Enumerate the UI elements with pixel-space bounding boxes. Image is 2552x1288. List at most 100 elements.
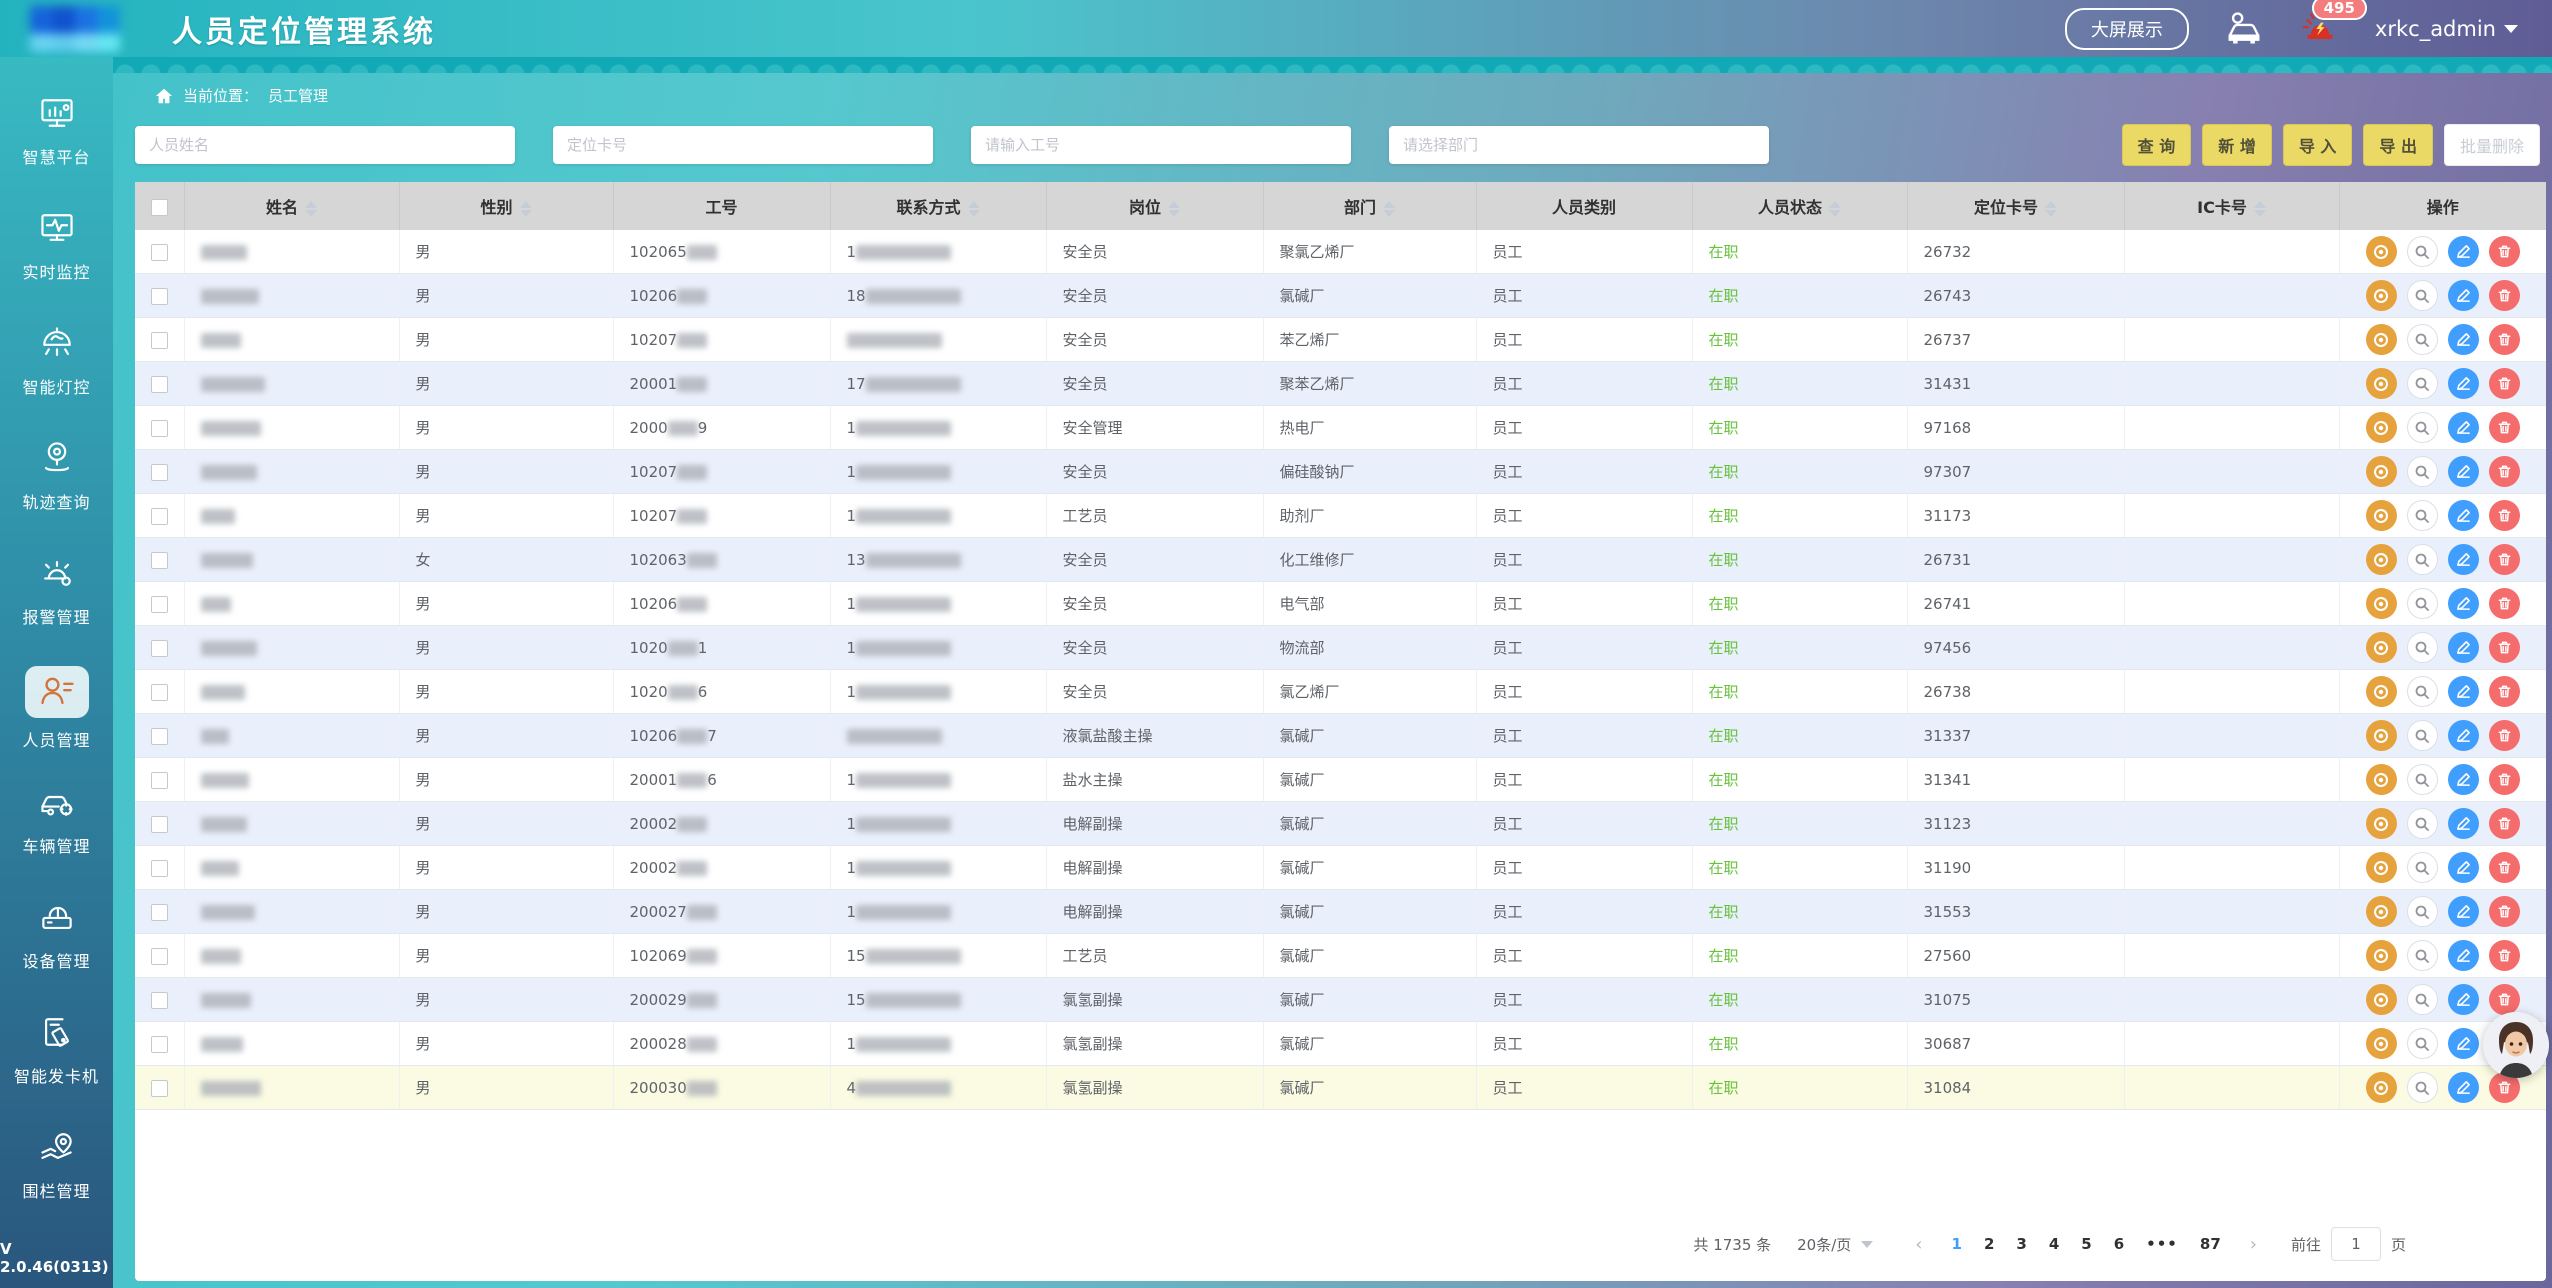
row-checkbox[interactable] — [150, 683, 168, 701]
sort-icon[interactable] — [967, 200, 980, 217]
edit-button[interactable] — [2447, 896, 2479, 927]
select-all-checkbox[interactable] — [150, 198, 168, 216]
view-button[interactable] — [2406, 280, 2438, 311]
locate-button[interactable] — [2365, 412, 2397, 443]
view-button[interactable] — [2406, 808, 2438, 839]
row-checkbox[interactable] — [150, 243, 168, 261]
sort-icon[interactable] — [519, 200, 532, 217]
edit-button[interactable] — [2447, 764, 2479, 795]
view-button[interactable] — [2406, 632, 2438, 663]
department-select[interactable] — [1389, 126, 1769, 164]
next-page-button[interactable]: › — [2240, 1234, 2267, 1255]
page-number-87[interactable]: 87 — [2199, 1235, 2221, 1253]
page-number-2[interactable]: 2 — [1983, 1235, 1995, 1253]
edit-button[interactable] — [2447, 324, 2479, 355]
row-checkbox[interactable] — [150, 771, 168, 789]
sidebar-item-device[interactable]: 设备管理 — [0, 895, 113, 999]
edit-button[interactable] — [2447, 280, 2479, 311]
add-button[interactable]: 新 增 — [2202, 124, 2272, 166]
row-checkbox[interactable] — [150, 287, 168, 305]
delete-button[interactable] — [2488, 940, 2520, 971]
view-button[interactable] — [2406, 720, 2438, 751]
edit-button[interactable] — [2447, 1028, 2479, 1059]
locate-button[interactable] — [2365, 456, 2397, 487]
row-checkbox[interactable] — [150, 1035, 168, 1053]
column-header-icno[interactable]: IC卡号 — [2124, 182, 2340, 230]
row-checkbox[interactable] — [150, 1079, 168, 1097]
row-checkbox[interactable] — [150, 727, 168, 745]
assistant-avatar[interactable] — [2483, 1012, 2549, 1078]
edit-button[interactable] — [2447, 368, 2479, 399]
sidebar-item-alarm[interactable]: 报警管理 — [0, 551, 113, 655]
delete-button[interactable] — [2488, 676, 2520, 707]
edit-button[interactable] — [2447, 940, 2479, 971]
edit-button[interactable] — [2447, 544, 2479, 575]
locate-button[interactable] — [2365, 852, 2397, 883]
delete-button[interactable] — [2488, 984, 2520, 1015]
view-button[interactable] — [2406, 368, 2438, 399]
edit-button[interactable] — [2447, 808, 2479, 839]
view-button[interactable] — [2406, 852, 2438, 883]
row-checkbox[interactable] — [150, 947, 168, 965]
edit-button[interactable] — [2447, 412, 2479, 443]
name-search-input[interactable] — [135, 126, 515, 164]
vehicle-header-icon[interactable] — [2223, 8, 2265, 50]
sort-icon[interactable] — [1383, 200, 1395, 217]
view-button[interactable] — [2406, 544, 2438, 575]
edit-button[interactable] — [2447, 500, 2479, 531]
sort-icon[interactable] — [2253, 200, 2266, 217]
import-button[interactable]: 导 入 — [2282, 124, 2353, 166]
locate-button[interactable] — [2365, 280, 2397, 311]
view-button[interactable] — [2406, 456, 2438, 487]
page-number-5[interactable]: 5 — [2081, 1235, 2092, 1253]
view-button[interactable] — [2406, 412, 2438, 443]
edit-button[interactable] — [2447, 852, 2479, 883]
delete-button[interactable] — [2488, 632, 2520, 663]
delete-button[interactable] — [2488, 236, 2520, 267]
view-button[interactable] — [2406, 324, 2438, 355]
sidebar-item-fence[interactable]: 围栏管理 — [0, 1125, 113, 1229]
row-checkbox[interactable] — [150, 991, 168, 1009]
locate-button[interactable] — [2365, 500, 2397, 531]
row-checkbox[interactable] — [150, 507, 168, 525]
column-header-status[interactable]: 人员状态 — [1692, 182, 1908, 230]
locate-button[interactable] — [2365, 1072, 2397, 1103]
locate-button[interactable] — [2365, 808, 2397, 839]
edit-button[interactable] — [2447, 1072, 2479, 1103]
row-checkbox[interactable] — [150, 463, 168, 481]
locate-button[interactable] — [2365, 764, 2397, 795]
delete-button[interactable] — [2488, 896, 2520, 927]
delete-button[interactable] — [2488, 720, 2520, 751]
locate-button[interactable] — [2365, 984, 2397, 1015]
sort-icon[interactable] — [305, 200, 317, 217]
row-checkbox[interactable] — [150, 859, 168, 877]
view-button[interactable] — [2406, 940, 2438, 971]
row-checkbox[interactable] — [150, 815, 168, 833]
edit-button[interactable] — [2447, 676, 2479, 707]
page-size-select[interactable]: 20条/页 — [1797, 1234, 1874, 1255]
row-checkbox[interactable] — [150, 595, 168, 613]
column-header-name[interactable]: 姓名 — [184, 182, 400, 230]
view-button[interactable] — [2406, 676, 2438, 707]
delete-button[interactable] — [2488, 852, 2520, 883]
delete-button[interactable] — [2488, 324, 2520, 355]
locate-button[interactable] — [2365, 324, 2397, 355]
search-button[interactable]: 查 询 — [2121, 124, 2192, 166]
locate-button[interactable] — [2365, 368, 2397, 399]
prev-page-button[interactable]: ‹ — [1905, 1234, 1932, 1255]
delete-button[interactable] — [2488, 500, 2520, 531]
edit-button[interactable] — [2447, 588, 2479, 619]
sidebar-item-realtime[interactable]: 实时监控 — [0, 206, 113, 310]
sort-icon[interactable] — [1168, 200, 1180, 217]
goto-page-input[interactable] — [2330, 1227, 2381, 1261]
sort-icon[interactable] — [1829, 200, 1841, 217]
view-button[interactable] — [2406, 896, 2438, 927]
sidebar-item-lamp[interactable]: 智能灯控 — [0, 321, 113, 425]
locate-button[interactable] — [2365, 940, 2397, 971]
column-header-department[interactable]: 部门 — [1263, 182, 1477, 230]
row-checkbox[interactable] — [150, 639, 168, 657]
locate-button[interactable] — [2365, 1028, 2397, 1059]
delete-button[interactable] — [2488, 456, 2520, 487]
export-button[interactable]: 导 出 — [2363, 124, 2433, 166]
page-number-1[interactable]: 1 — [1951, 1235, 1962, 1253]
